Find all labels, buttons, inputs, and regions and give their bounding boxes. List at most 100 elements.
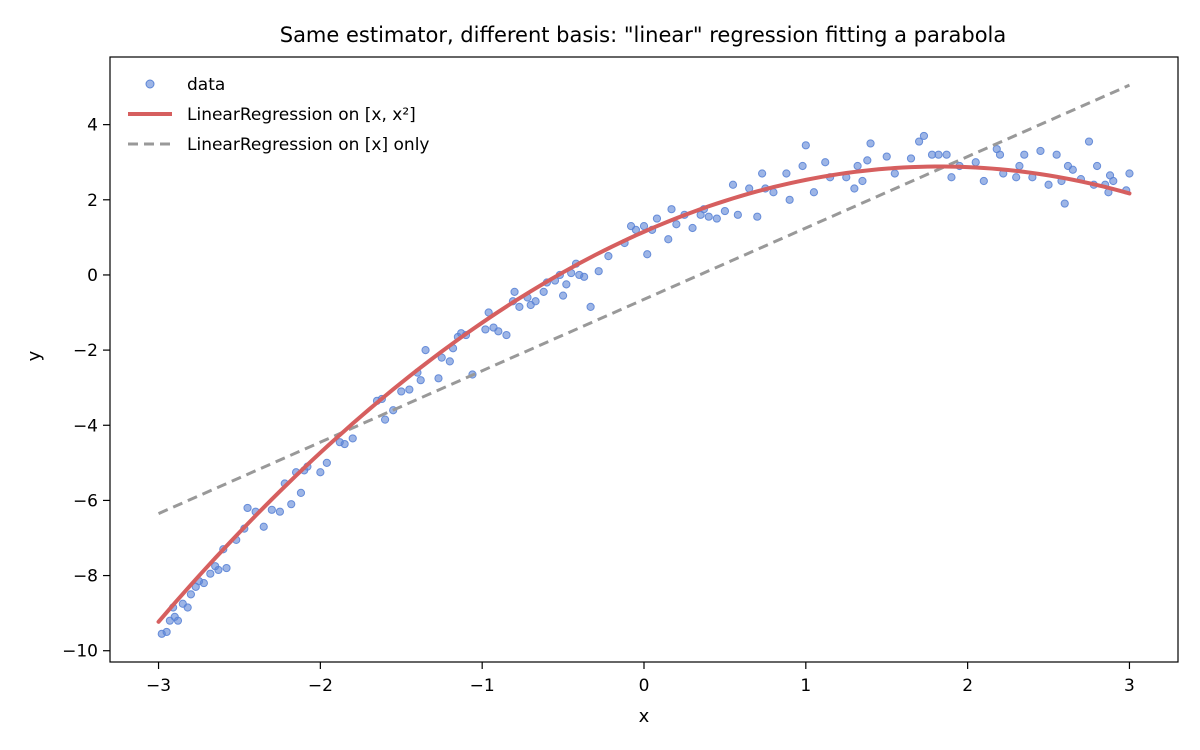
data-point	[494, 327, 503, 336]
data-point	[1060, 199, 1069, 208]
data-point	[206, 569, 215, 578]
legend: data LinearRegression on [x, x²] LinearR…	[128, 75, 430, 155]
data-point	[445, 357, 454, 366]
x-axis-label: x	[639, 706, 650, 727]
data-point	[850, 184, 859, 193]
data-point	[934, 150, 943, 159]
data-point	[1109, 176, 1118, 186]
data-point	[1052, 150, 1061, 159]
data-point	[186, 590, 196, 599]
series-layer	[156, 83, 1134, 638]
data-point	[995, 150, 1005, 159]
data-point	[664, 235, 673, 244]
data-point	[604, 252, 613, 261]
data-point	[643, 250, 652, 259]
data-point	[340, 439, 349, 449]
data-point	[586, 302, 595, 311]
y-tick-label: −8	[73, 567, 98, 587]
data-point	[275, 507, 285, 516]
data-point	[1036, 146, 1045, 156]
data-point	[906, 154, 916, 163]
x-tick-label: −1	[470, 676, 495, 696]
data-point	[416, 376, 425, 385]
data-point	[720, 206, 730, 216]
legend-label-linear: LinearRegression on [x] only	[187, 135, 430, 155]
data-point	[437, 353, 446, 362]
data-point	[558, 291, 568, 300]
data-point	[914, 137, 924, 146]
data-point	[1044, 180, 1053, 189]
data-point	[728, 180, 738, 189]
data-point	[890, 169, 899, 178]
x-tick-label: 3	[1124, 676, 1135, 696]
data-point	[1125, 169, 1134, 178]
data-point	[809, 188, 819, 197]
y-tick-label: 4	[87, 116, 98, 136]
x-axis: −3 −2 −1 0 1 2 3	[146, 662, 1135, 696]
data-point	[821, 158, 830, 167]
data-point	[296, 488, 306, 498]
data-point	[672, 220, 681, 229]
data-point	[866, 139, 875, 148]
data-point	[594, 267, 603, 276]
data-point	[712, 214, 721, 223]
data-point	[531, 297, 540, 306]
data-point	[971, 158, 980, 167]
data-point	[704, 212, 713, 221]
data-point	[510, 287, 519, 296]
data-point	[515, 302, 524, 311]
linear-fit-line	[157, 83, 1131, 515]
data-point	[919, 131, 929, 141]
data-point	[380, 415, 390, 424]
y-tick-label: −10	[62, 642, 98, 662]
data-point	[259, 522, 268, 531]
x-tick-label: −3	[146, 676, 171, 696]
y-tick-label: −2	[73, 341, 98, 361]
y-axis-label: y	[24, 350, 45, 361]
data-point	[785, 195, 794, 204]
data-point	[481, 325, 490, 334]
x-tick-label: 0	[639, 676, 650, 696]
data-point	[405, 385, 414, 394]
legend-label-data: data	[187, 75, 225, 95]
data-point	[287, 500, 296, 509]
data-point	[267, 505, 276, 514]
y-tick-label: 0	[87, 266, 98, 286]
data-point	[397, 387, 406, 396]
data-point	[942, 150, 951, 159]
legend-label-quadratic: LinearRegression on [x, x²]	[187, 105, 416, 125]
x-tick-label: 2	[962, 676, 973, 696]
data-point	[434, 374, 443, 383]
legend-marker-data	[145, 79, 155, 89]
y-tick-label: −6	[73, 491, 98, 511]
data-point	[580, 272, 589, 281]
data-point	[1084, 137, 1094, 146]
data-point	[214, 565, 223, 575]
data-point	[882, 152, 891, 161]
data-point	[853, 161, 862, 171]
data-point	[1068, 165, 1077, 174]
data-point	[801, 141, 810, 150]
data-point	[979, 176, 988, 186]
data-point	[1012, 173, 1021, 182]
data-point	[1092, 161, 1102, 171]
y-tick-label: −4	[73, 416, 98, 436]
data-point	[758, 169, 767, 178]
data-point	[1015, 161, 1024, 171]
data-point	[183, 603, 192, 612]
data-point	[733, 210, 742, 219]
data-point	[199, 578, 208, 588]
data-point	[322, 458, 331, 467]
y-axis: −10 −8 −6 −4 −2 0 2 4	[62, 116, 110, 662]
data-point	[667, 205, 676, 214]
data-point	[502, 330, 511, 340]
data-point	[947, 173, 956, 182]
data-point	[863, 156, 872, 165]
data-point	[222, 563, 231, 573]
data-point	[162, 627, 171, 637]
data-point	[562, 280, 571, 289]
data-point	[782, 169, 791, 178]
data-point	[688, 223, 697, 233]
data-point	[1020, 150, 1029, 159]
